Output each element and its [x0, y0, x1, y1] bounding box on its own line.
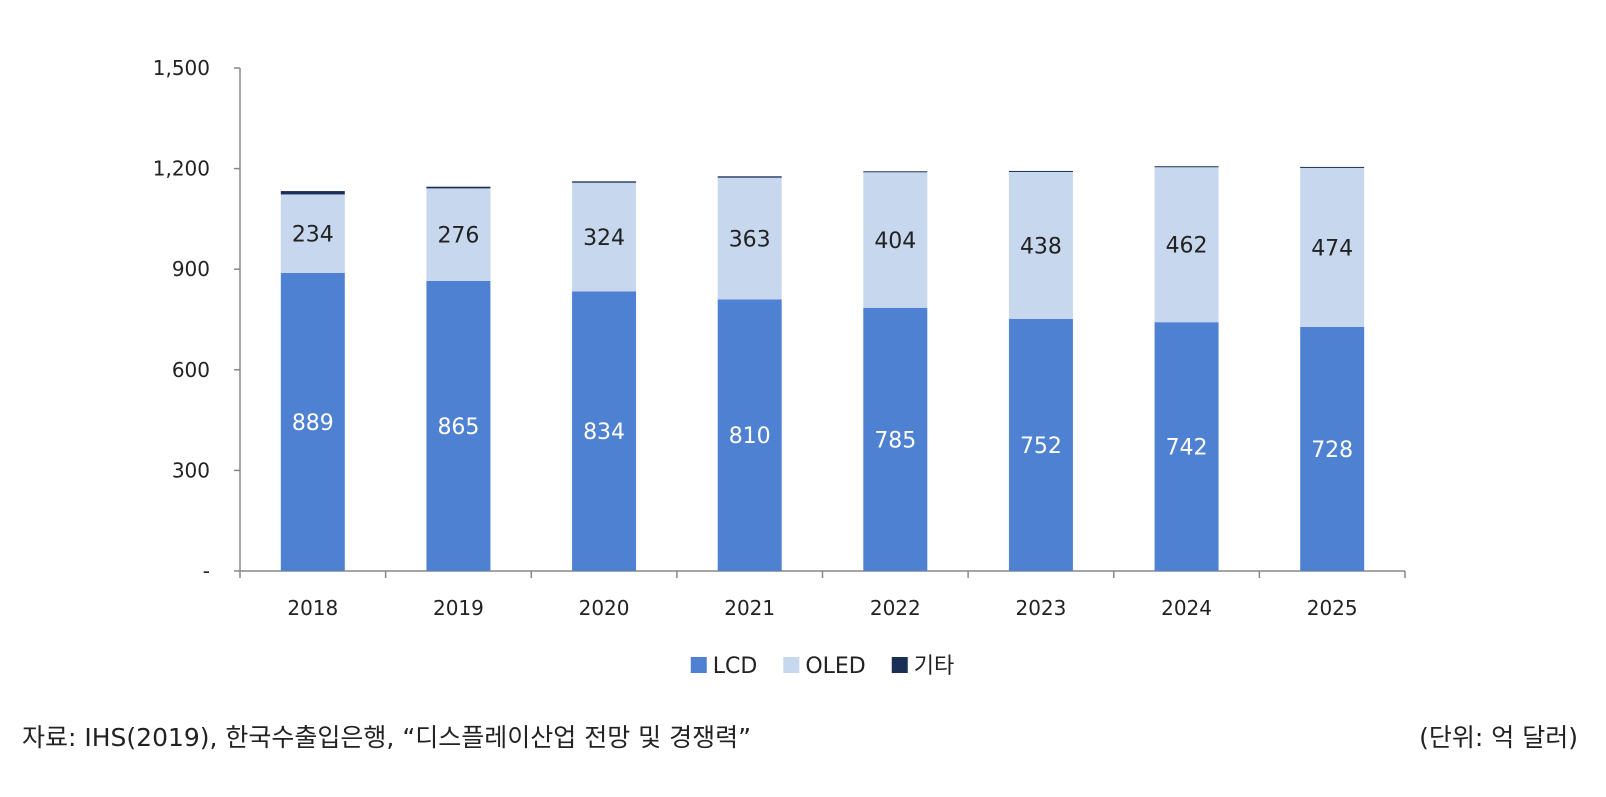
data-label-lcd: 752 [1020, 434, 1062, 459]
data-label-lcd: 728 [1311, 438, 1353, 463]
legend-swatch [783, 657, 800, 673]
stacked-bar-chart: - 300 600 900 1,200 1,500 2018 2019 2020 2021 202… [153, 56, 1406, 679]
y-tick-label: 600 [172, 358, 210, 382]
data-label-lcd: 785 [874, 428, 916, 453]
data-label-oled: 276 [437, 224, 479, 249]
y-tick-label: 300 [172, 458, 210, 482]
bar-oled [1154, 167, 1219, 323]
data-label-oled: 404 [874, 229, 916, 254]
data-label-oled: 363 [729, 228, 771, 253]
data-label-lcd: 865 [437, 415, 479, 440]
data-label-oled: 234 [292, 223, 334, 248]
unit-note: (단위: 억 달러) [1419, 723, 1578, 752]
bar-other [1008, 170, 1073, 172]
legend-item: OLED [783, 654, 866, 679]
bar-other [426, 186, 491, 189]
data-label-oled: 462 [1166, 234, 1208, 259]
bar-lcd [1154, 322, 1219, 571]
legend-item: LCD [690, 654, 758, 679]
data-label-oled: 438 [1020, 234, 1062, 259]
x-tick-label: 2022 [870, 596, 921, 620]
bar-other [717, 176, 782, 178]
bar-lcd [426, 280, 491, 571]
bar-oled [572, 182, 637, 292]
source-note: 자료: IHS(2019), 한국수출입은행, “디스플레이산업 전망 및 경쟁… [22, 723, 752, 752]
data-label-oled: 474 [1311, 236, 1353, 261]
x-tick-label: 2023 [1015, 596, 1066, 620]
bar-other [1154, 166, 1219, 168]
data-label-lcd: 742 [1166, 436, 1208, 461]
legend-swatch [690, 657, 707, 673]
bar-oled [863, 172, 928, 308]
legend-swatch [891, 657, 908, 673]
bar-other [572, 181, 637, 183]
bar-other [1300, 166, 1365, 168]
x-tick-label: 2020 [579, 596, 630, 620]
x-tick-label: 2024 [1161, 596, 1212, 620]
y-tick-label: 1,200 [153, 157, 210, 181]
data-label-oled: 324 [583, 226, 625, 251]
x-axis: 2018 2019 2020 2021 2022 2023 2024 2025 [239, 570, 1406, 620]
data-label-lcd: 889 [292, 411, 334, 436]
bar-oled [717, 177, 782, 300]
bar-oled [1300, 167, 1365, 327]
bar-lcd [1300, 326, 1365, 571]
legend-label: 기타 [914, 654, 954, 679]
bar-other [280, 191, 345, 195]
y-tick-label: 1,500 [153, 56, 210, 80]
data-label-lcd: 810 [729, 424, 771, 449]
bar-other [863, 171, 928, 173]
x-tick-label: 2019 [433, 596, 484, 620]
y-tick-label: - [203, 559, 210, 583]
bar-lcd [572, 291, 637, 571]
bar-oled [280, 194, 345, 273]
legend: LCD OLED 기타 [690, 654, 954, 679]
x-tick-label: 2025 [1307, 596, 1358, 620]
data-label-lcd: 834 [583, 420, 625, 445]
y-axis: - 300 600 900 1,200 1,500 [153, 56, 241, 583]
legend-label: LCD [713, 654, 758, 679]
legend-label: OLED [805, 654, 865, 679]
bars: 889 234 865 276 834 324 810 363 785 404 752 438 742 4… [280, 166, 1365, 571]
bar-lcd [863, 307, 928, 571]
bar-lcd [1008, 318, 1073, 571]
bar-oled [426, 188, 491, 281]
bar-lcd [280, 272, 345, 571]
y-tick-label: 900 [172, 257, 210, 281]
bar-lcd [717, 299, 782, 571]
bar-oled [1008, 171, 1073, 319]
legend-item: 기타 [891, 654, 954, 679]
x-tick-label: 2021 [724, 596, 775, 620]
x-tick-label: 2018 [287, 596, 338, 620]
